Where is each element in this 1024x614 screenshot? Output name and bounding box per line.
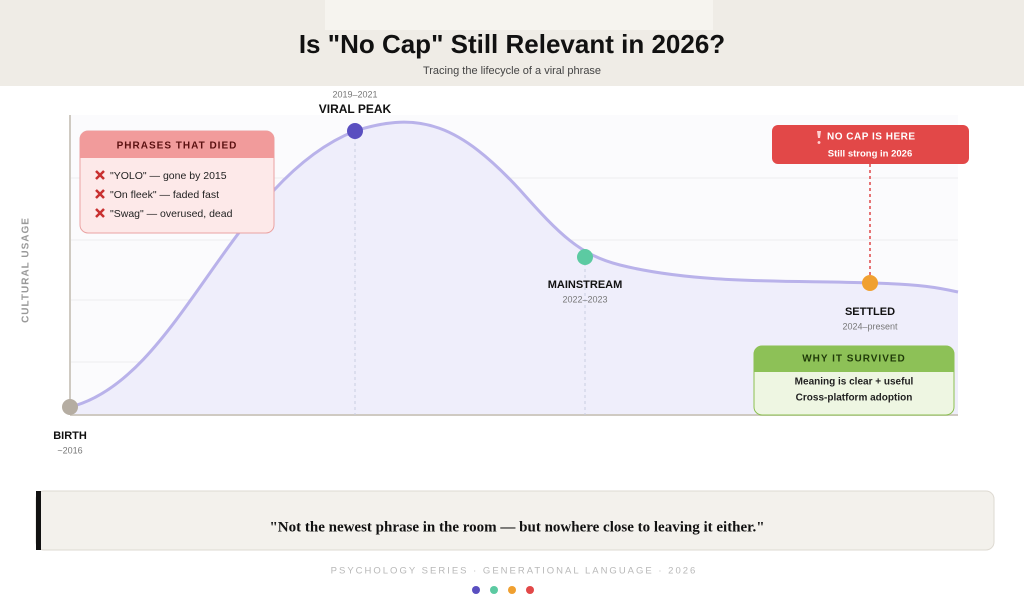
stage-label: MAINSTREAM bbox=[548, 279, 623, 291]
box-item: "Swag" — overused, dead bbox=[110, 208, 233, 220]
stage-dot bbox=[62, 399, 78, 415]
callout: NO CAP IS HERE Still strong in 2026 bbox=[772, 125, 969, 164]
callout-title: NO CAP IS HERE bbox=[827, 132, 916, 143]
axis-label: CULTURAL USAGE bbox=[21, 217, 32, 323]
stage-label: VIRAL PEAK bbox=[319, 102, 392, 116]
box-item: "YOLO" — gone by 2015 bbox=[110, 170, 227, 182]
header-highlight bbox=[325, 0, 713, 30]
box-item: Cross-platform adoption bbox=[796, 393, 913, 404]
curve-area bbox=[70, 122, 958, 416]
box-title: WHY IT SURVIVED bbox=[802, 354, 906, 365]
callout-text: Still strong in 2026 bbox=[828, 149, 912, 160]
stage-period: 2022–2023 bbox=[562, 294, 607, 304]
box-title: PHRASES THAT DIED bbox=[117, 141, 238, 152]
stage-label: SETTLED bbox=[845, 306, 895, 318]
footer-dots bbox=[472, 586, 534, 594]
stage-label: BIRTH bbox=[53, 430, 87, 442]
x-icons bbox=[95, 170, 105, 218]
subtitle: Tracing the lifecycle of a viral phrase bbox=[423, 65, 601, 77]
stage-dot bbox=[862, 275, 878, 291]
quote: "Not the newest phrase in the room — but… bbox=[269, 519, 764, 535]
footer: PSYCHOLOGY SERIES · GENERATIONAL LANGUAG… bbox=[331, 566, 698, 577]
stage-dot bbox=[347, 123, 363, 139]
curve bbox=[69, 120, 959, 409]
stage-period: 2024–present bbox=[842, 321, 898, 331]
quote-box: "Not the newest phrase in the room — but… bbox=[35, 490, 995, 551]
title: Is "No Cap" Still Relevant in 2026? bbox=[299, 29, 725, 59]
stage-period: 2019–2021 bbox=[332, 89, 377, 99]
survived-box: WHY IT SURVIVED Meaning is clear + usefu… bbox=[753, 345, 955, 416]
box-item: "On fleek" — faded fast bbox=[110, 189, 219, 201]
stage-period: ~2016 bbox=[57, 445, 82, 455]
callout-icon bbox=[817, 131, 821, 144]
stage-dot bbox=[577, 249, 593, 265]
box-item: Meaning is clear + useful bbox=[795, 377, 914, 388]
died-box: PHRASES THAT DIED "YOLO" — gone by 2015 … bbox=[79, 130, 275, 234]
